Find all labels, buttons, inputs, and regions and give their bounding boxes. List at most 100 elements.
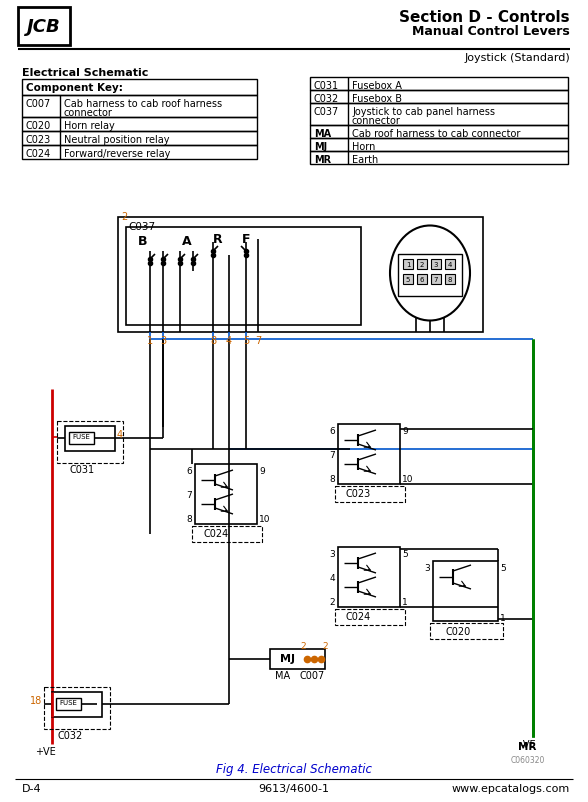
Text: Fusebox A: Fusebox A bbox=[352, 81, 402, 91]
Bar bbox=[195, 464, 257, 525]
Text: 6: 6 bbox=[186, 467, 192, 476]
Text: F: F bbox=[242, 233, 250, 245]
Text: 18: 18 bbox=[30, 695, 42, 705]
Text: 7: 7 bbox=[329, 451, 335, 460]
Bar bbox=[445, 274, 455, 285]
Text: 2: 2 bbox=[420, 261, 424, 268]
Text: FUSE: FUSE bbox=[59, 699, 77, 705]
Text: C060320: C060320 bbox=[510, 755, 545, 764]
Text: C020: C020 bbox=[26, 121, 51, 131]
Text: 7: 7 bbox=[186, 490, 192, 500]
Bar bbox=[52, 692, 102, 717]
Text: 6: 6 bbox=[420, 277, 425, 282]
Text: 3: 3 bbox=[425, 563, 430, 573]
Text: R: R bbox=[213, 233, 223, 245]
Bar bbox=[310, 126, 568, 139]
Bar bbox=[417, 274, 427, 285]
Text: Cab harness to cab roof harness: Cab harness to cab roof harness bbox=[64, 99, 222, 109]
Bar bbox=[338, 547, 400, 607]
Text: 4: 4 bbox=[117, 429, 123, 439]
Bar bbox=[403, 260, 413, 269]
Text: C007: C007 bbox=[26, 99, 51, 109]
Text: 10: 10 bbox=[259, 514, 270, 524]
Text: C023: C023 bbox=[346, 488, 371, 498]
Text: MJ: MJ bbox=[314, 142, 327, 152]
Text: connector: connector bbox=[64, 107, 113, 118]
Bar bbox=[445, 260, 455, 269]
Text: MA: MA bbox=[314, 129, 331, 139]
Text: C037: C037 bbox=[314, 107, 339, 117]
Text: Component Key:: Component Key: bbox=[26, 83, 123, 93]
Text: www.epcatalogs.com: www.epcatalogs.com bbox=[452, 783, 570, 793]
Bar bbox=[126, 228, 361, 326]
Text: 4: 4 bbox=[329, 573, 335, 582]
Text: Horn: Horn bbox=[352, 142, 375, 152]
Text: 8: 8 bbox=[447, 277, 452, 282]
Text: 3: 3 bbox=[160, 335, 166, 346]
Bar bbox=[22, 80, 257, 96]
Text: 1: 1 bbox=[402, 597, 407, 606]
Text: C007: C007 bbox=[300, 670, 325, 680]
Bar bbox=[270, 649, 325, 669]
Bar bbox=[22, 118, 257, 132]
Text: A: A bbox=[182, 235, 192, 248]
Text: C020: C020 bbox=[445, 626, 470, 636]
Text: 9: 9 bbox=[402, 427, 407, 435]
Bar bbox=[118, 217, 483, 333]
Text: MR: MR bbox=[314, 155, 331, 164]
Text: C037: C037 bbox=[128, 221, 155, 232]
Text: 9: 9 bbox=[259, 467, 265, 476]
Bar bbox=[56, 698, 81, 710]
Bar bbox=[69, 432, 94, 444]
Text: 2: 2 bbox=[300, 642, 306, 650]
Bar bbox=[310, 78, 568, 91]
Bar bbox=[18, 8, 70, 46]
Bar bbox=[310, 152, 568, 164]
Bar bbox=[417, 260, 427, 269]
Text: Fusebox B: Fusebox B bbox=[352, 94, 402, 104]
Text: JCB: JCB bbox=[27, 18, 61, 36]
Text: 8: 8 bbox=[186, 514, 192, 524]
Text: 1: 1 bbox=[147, 335, 153, 346]
Text: Joystick (Standard): Joystick (Standard) bbox=[465, 53, 570, 63]
Text: 1: 1 bbox=[500, 614, 506, 622]
Bar bbox=[431, 260, 441, 269]
Text: C032: C032 bbox=[314, 94, 339, 104]
Text: 7: 7 bbox=[434, 277, 438, 282]
Bar bbox=[310, 139, 568, 152]
Text: 8: 8 bbox=[210, 335, 216, 346]
Bar bbox=[398, 255, 462, 297]
Text: Electrical Schematic: Electrical Schematic bbox=[22, 68, 148, 78]
Text: MA: MA bbox=[275, 670, 290, 680]
Bar bbox=[22, 96, 257, 118]
Text: C031: C031 bbox=[314, 81, 339, 91]
Text: C023: C023 bbox=[26, 135, 51, 145]
Bar bbox=[310, 91, 568, 104]
Text: 4: 4 bbox=[226, 335, 232, 346]
Bar bbox=[338, 424, 400, 484]
Text: 2: 2 bbox=[329, 597, 335, 606]
Text: 5: 5 bbox=[406, 277, 410, 282]
Text: Fig 4. Electrical Schematic: Fig 4. Electrical Schematic bbox=[216, 762, 372, 775]
Text: 3: 3 bbox=[434, 261, 438, 268]
Text: Section D - Controls: Section D - Controls bbox=[399, 10, 570, 25]
Text: B: B bbox=[138, 235, 148, 248]
Text: Neutral position relay: Neutral position relay bbox=[64, 135, 169, 145]
Text: MR: MR bbox=[518, 741, 536, 751]
Text: Forward/reverse relay: Forward/reverse relay bbox=[64, 149, 171, 159]
Text: 1: 1 bbox=[406, 261, 410, 268]
Bar bbox=[44, 687, 110, 729]
Text: 5: 5 bbox=[402, 549, 407, 558]
Text: 5: 5 bbox=[500, 563, 506, 573]
Text: Cab roof harness to cab connector: Cab roof harness to cab connector bbox=[352, 129, 520, 139]
Text: connector: connector bbox=[352, 115, 401, 126]
Bar bbox=[403, 274, 413, 285]
Text: +VE: +VE bbox=[35, 746, 55, 756]
Text: C031: C031 bbox=[70, 464, 95, 475]
Text: C024: C024 bbox=[203, 529, 228, 538]
Bar bbox=[335, 486, 405, 502]
Text: Manual Control Levers: Manual Control Levers bbox=[412, 25, 570, 38]
Text: 5: 5 bbox=[243, 335, 249, 346]
Text: Joystick to cab panel harness: Joystick to cab panel harness bbox=[352, 107, 495, 117]
Text: 9613/4600-1: 9613/4600-1 bbox=[259, 783, 329, 793]
